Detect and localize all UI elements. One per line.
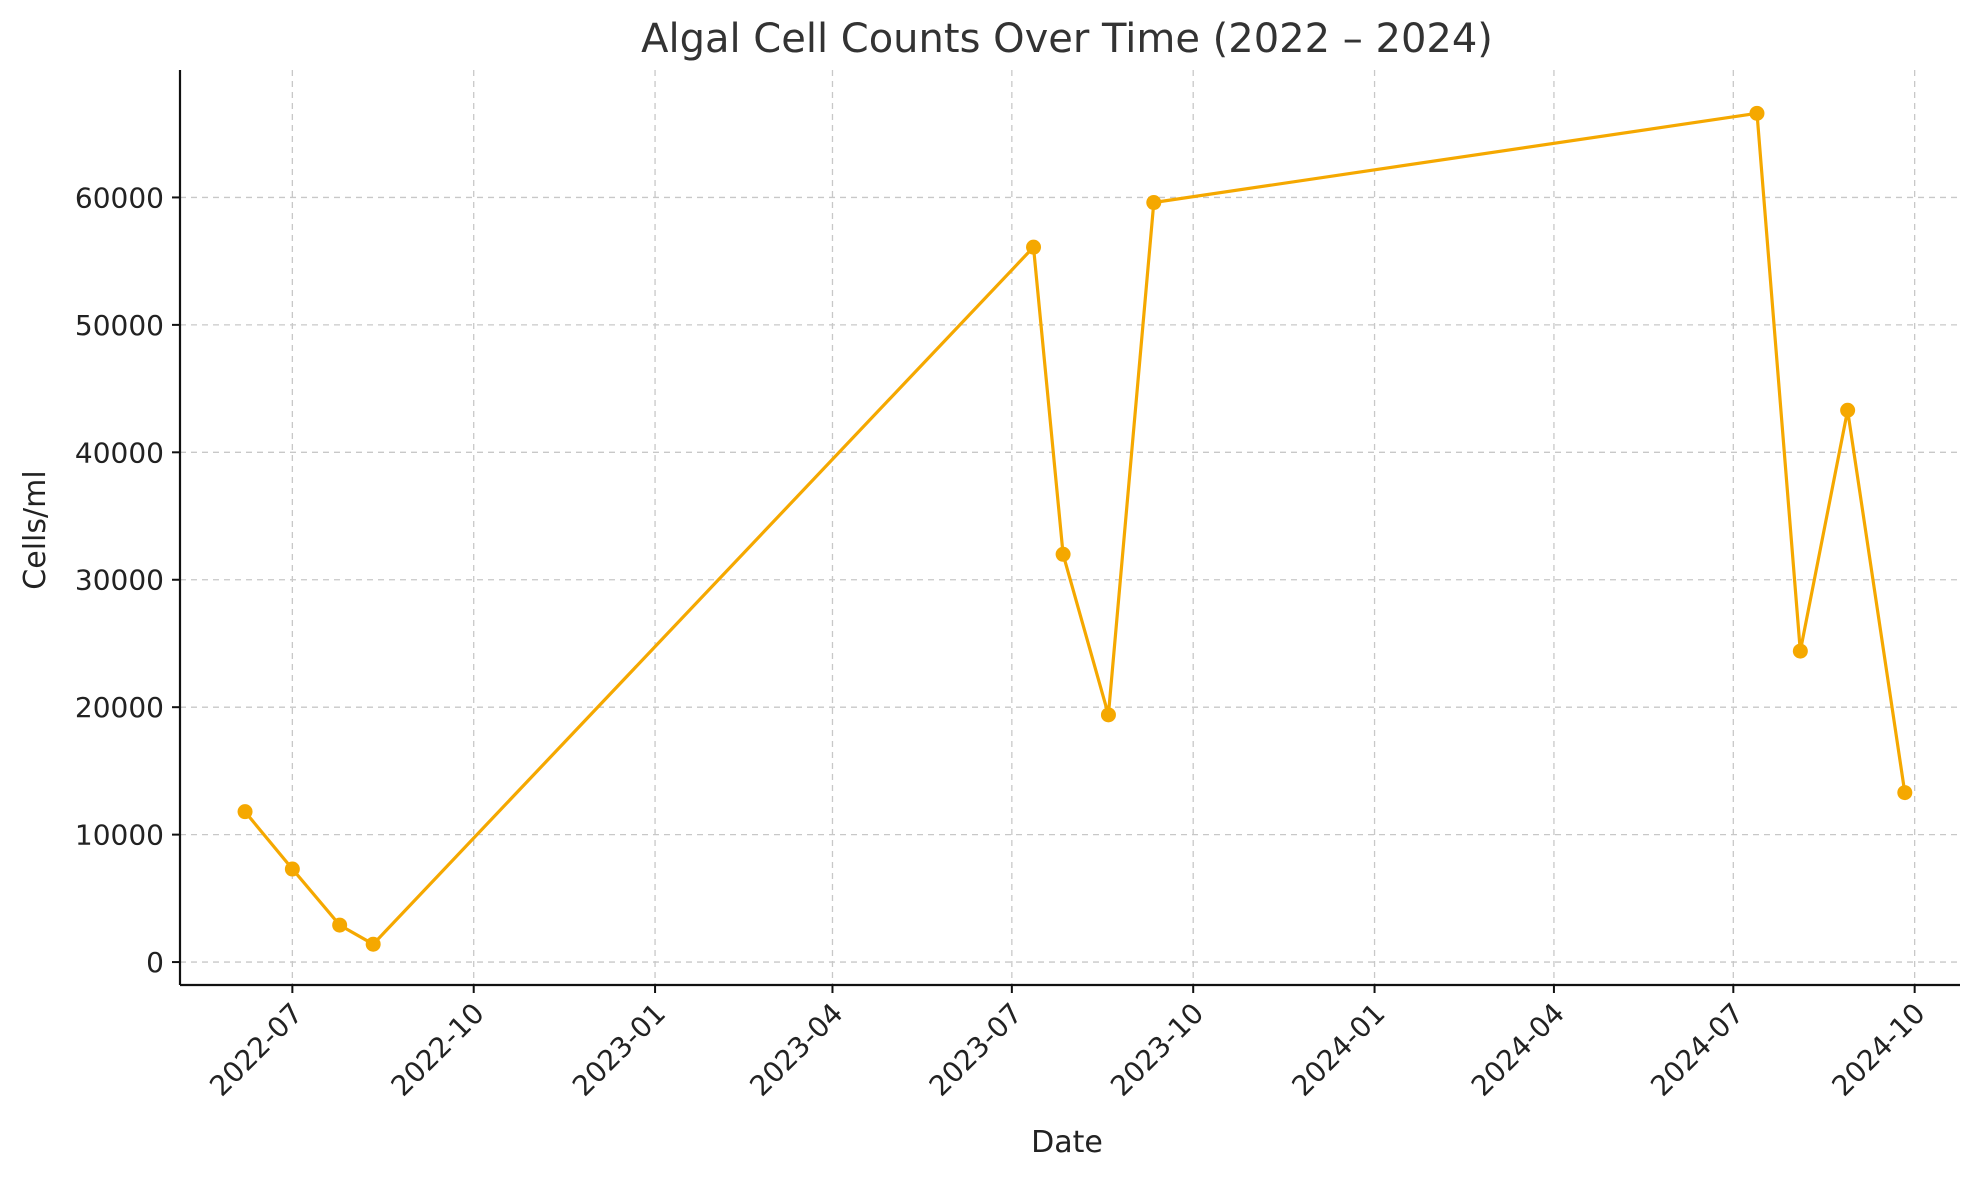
y-tick-label: 60000: [75, 181, 164, 214]
data-point: [1146, 195, 1162, 211]
x-tick-label: 2023-10: [1104, 997, 1210, 1103]
x-tick-label: 2023-04: [743, 997, 849, 1103]
y-tick-label: 30000: [75, 564, 164, 597]
chart-title: Algal Cell Counts Over Time (2022 – 2024…: [641, 16, 1493, 62]
x-tick-label: 2022-10: [385, 997, 491, 1103]
data-point: [332, 917, 348, 933]
data-point: [1055, 546, 1071, 562]
y-tick-label: 10000: [75, 819, 164, 852]
data-point: [237, 804, 253, 820]
axes-layer: 0 10000 20000 30000 40000 50000 60000 2022-07 20…: [75, 70, 1960, 1103]
x-tick-label: 2023-01: [566, 997, 672, 1103]
y-axis-label: Cells/ml: [18, 470, 53, 589]
grid-layer: [180, 70, 1960, 985]
x-tick-label: 2024-10: [1826, 997, 1932, 1103]
x-tick-label: 2024-01: [1285, 997, 1391, 1103]
labels-layer: Algal Cell Counts Over Time (2022 – 2024…: [18, 16, 1493, 1160]
x-axis-label: Date: [1031, 1125, 1103, 1160]
x-tick-label: 2023-07: [923, 997, 1029, 1103]
y-tick-label: 40000: [75, 436, 164, 469]
data-point: [1026, 239, 1042, 255]
data-point: [1749, 105, 1765, 121]
x-tick-label: 2024-07: [1644, 997, 1750, 1103]
data-point: [1100, 707, 1116, 723]
data-point: [1840, 402, 1856, 418]
data-point: [1792, 643, 1808, 659]
y-tick-label: 0: [146, 946, 164, 979]
x-tick-label: 2022-07: [203, 997, 309, 1103]
series-line: [243, 111, 1907, 946]
x-tick-label: 2024-04: [1465, 997, 1571, 1103]
data-point: [365, 936, 381, 952]
series-layer: [237, 105, 1913, 952]
y-tick-label: 50000: [75, 309, 164, 342]
data-point: [1897, 785, 1913, 801]
data-point: [284, 861, 300, 877]
y-tick-label: 20000: [75, 691, 164, 724]
